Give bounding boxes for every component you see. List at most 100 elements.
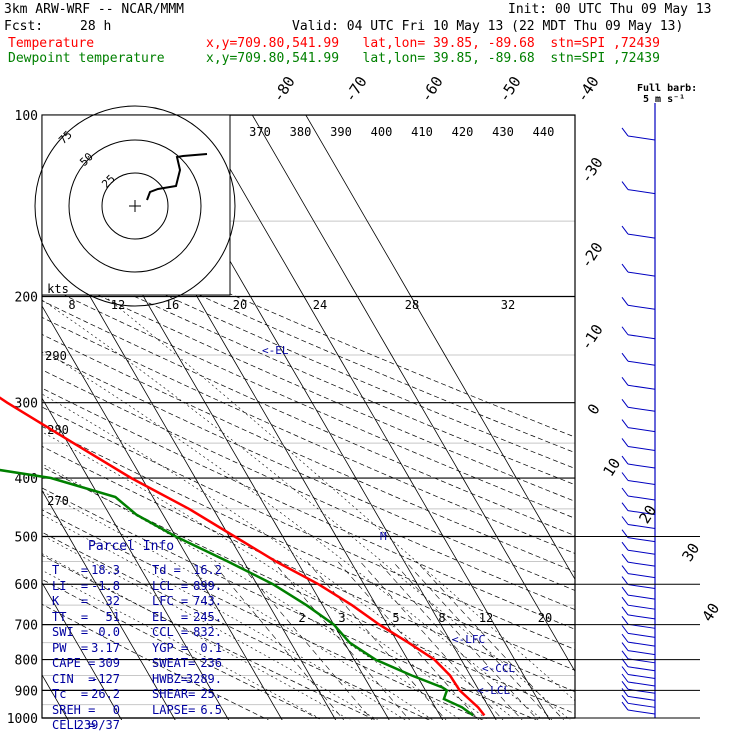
isotherm-line xyxy=(42,397,230,720)
parcel-info-cell: -1.8 xyxy=(91,578,120,593)
isotherm-label: 10 xyxy=(599,455,624,480)
parcel-info-cell: CAPE = xyxy=(52,656,96,670)
parcel-info-cell: 0.1 xyxy=(200,640,222,655)
parcel-info-cell: 3289. xyxy=(185,671,222,686)
dry-adiabat xyxy=(42,252,575,486)
parcel-info-cell: 309 xyxy=(98,656,120,670)
theta-label: 290 xyxy=(45,349,67,363)
parcel-info-cell: Td = xyxy=(152,563,181,577)
dry-adiabat xyxy=(42,222,575,454)
moist-adiabat xyxy=(104,296,575,702)
parcel-info-cell: LCL = xyxy=(152,578,189,593)
wind-barb xyxy=(627,445,656,451)
dewpoint-legend: Dewpoint temperature xyxy=(8,51,165,66)
pressure-tick-label: 100 xyxy=(15,109,38,124)
wind-barb xyxy=(627,573,656,579)
parcel-level-annotation: <-EL xyxy=(262,344,289,357)
parcel-level-annotation: <-LCL xyxy=(477,684,510,697)
parcel-info-cell: 6.5 xyxy=(200,702,222,717)
isotherm-line xyxy=(42,305,283,720)
pressure-tick-label: 600 xyxy=(15,578,38,593)
wind-barb-flag xyxy=(621,352,629,362)
theta-label: 440 xyxy=(533,125,555,139)
dry-adiabat xyxy=(42,284,575,519)
wind-barb xyxy=(627,427,656,433)
parcel-level-annotation: <-LFC xyxy=(452,633,485,646)
wind-barb xyxy=(627,233,656,239)
dry-adiabat xyxy=(42,509,484,720)
wind-barb-flag xyxy=(621,263,629,273)
theta-label: 410 xyxy=(411,125,433,139)
parcel-info-cell: 3.17 xyxy=(91,640,120,655)
wind-barb xyxy=(627,271,656,277)
mixing-ratio-label: 5 xyxy=(392,611,399,625)
mixing-ratio-line xyxy=(416,561,565,720)
isotherm-line xyxy=(42,581,123,720)
temperature-profile xyxy=(0,396,486,717)
parcel-info-cell: SWI = xyxy=(52,625,89,639)
isotherm-label: 0 xyxy=(584,401,604,418)
mixing-ratio-label: 16 xyxy=(165,298,179,312)
wind-barb-flag xyxy=(621,326,629,336)
mixing-ratio-label: 20 xyxy=(233,298,247,312)
hodograph-ring xyxy=(101,172,169,240)
theta-label: 390 xyxy=(330,125,352,139)
temperature-location: x,y=709.80,541.99 lat,lon= 39.85, -89.68… xyxy=(206,36,660,51)
isotherm-line xyxy=(251,115,575,673)
mixing-ratio-label: 2 xyxy=(298,611,305,625)
mixing-ratio-label: 24 xyxy=(313,298,327,312)
isotherm-line xyxy=(0,115,21,731)
wind-legend-value: 5 m s⁻¹ xyxy=(643,94,686,105)
dry-adiabat xyxy=(42,445,575,693)
dry-adiabat xyxy=(42,300,575,537)
wind-barb-flag xyxy=(621,487,629,497)
dry-adiabat xyxy=(42,554,377,720)
plot-frame xyxy=(41,114,576,719)
wind-barb-flag xyxy=(621,695,629,704)
wind-barb-flag xyxy=(621,642,629,651)
parcel-info-cell: 239/37 xyxy=(76,718,120,732)
dewpoint-location: x,y=709.80,541.99 lat,lon= 39.85, -89.68… xyxy=(206,51,660,66)
parcel-info-cell: EL = xyxy=(152,609,189,624)
valid-time: Valid: 04 UTC Fri 10 May 13 (22 MDT Thu … xyxy=(292,19,684,34)
isotherm-line xyxy=(305,115,575,581)
wind-barb-flag xyxy=(621,650,629,660)
wind-barb-flag xyxy=(621,419,629,428)
mixing-ratio-line xyxy=(392,561,539,720)
forecast-label: Fcst: xyxy=(4,19,44,34)
wind-barb-flag xyxy=(621,296,629,306)
parcel-info-cell: 832. xyxy=(193,625,222,639)
wind-barb xyxy=(627,537,656,543)
parcel-info-cell: -127 xyxy=(91,671,120,686)
wind-barb-flag xyxy=(621,576,629,585)
wind-barb-flag xyxy=(621,681,629,690)
dry-adiabat xyxy=(42,487,538,720)
wind-barb xyxy=(627,674,656,679)
wind-barb-flag xyxy=(621,127,629,137)
theta-label: 430 xyxy=(492,125,514,139)
parcel-info-cell: 743. xyxy=(193,594,222,608)
wind-barb-flag xyxy=(621,666,629,675)
wind-barb-flag xyxy=(621,438,629,447)
wind-barb xyxy=(627,135,656,141)
mixing-ratio-label: 32 xyxy=(501,298,515,312)
parcel-info-cell: 245. xyxy=(193,609,222,624)
parcel-info-title: Parcel Info xyxy=(88,539,175,554)
parcel-info-cell: 0 xyxy=(112,702,120,717)
wind-barb xyxy=(627,463,656,469)
wind-barb xyxy=(627,650,656,656)
wind-barb xyxy=(627,604,656,610)
parcel-level-annotation: M xyxy=(380,530,387,543)
moist-adiabat xyxy=(42,393,516,720)
wind-barb xyxy=(627,495,656,501)
moist-adiabat xyxy=(42,553,351,720)
hodograph-trace xyxy=(146,153,208,201)
dry-adiabat xyxy=(42,268,575,502)
parcel-info-cell: SWEAT= xyxy=(152,656,196,670)
wind-barb xyxy=(627,384,656,390)
isotherm-line xyxy=(91,115,444,720)
hodograph-box xyxy=(41,114,231,296)
dry-adiabat xyxy=(42,603,270,720)
wind-barb-flag xyxy=(621,225,629,235)
parcel-info-cell: CELL = xyxy=(52,718,96,732)
